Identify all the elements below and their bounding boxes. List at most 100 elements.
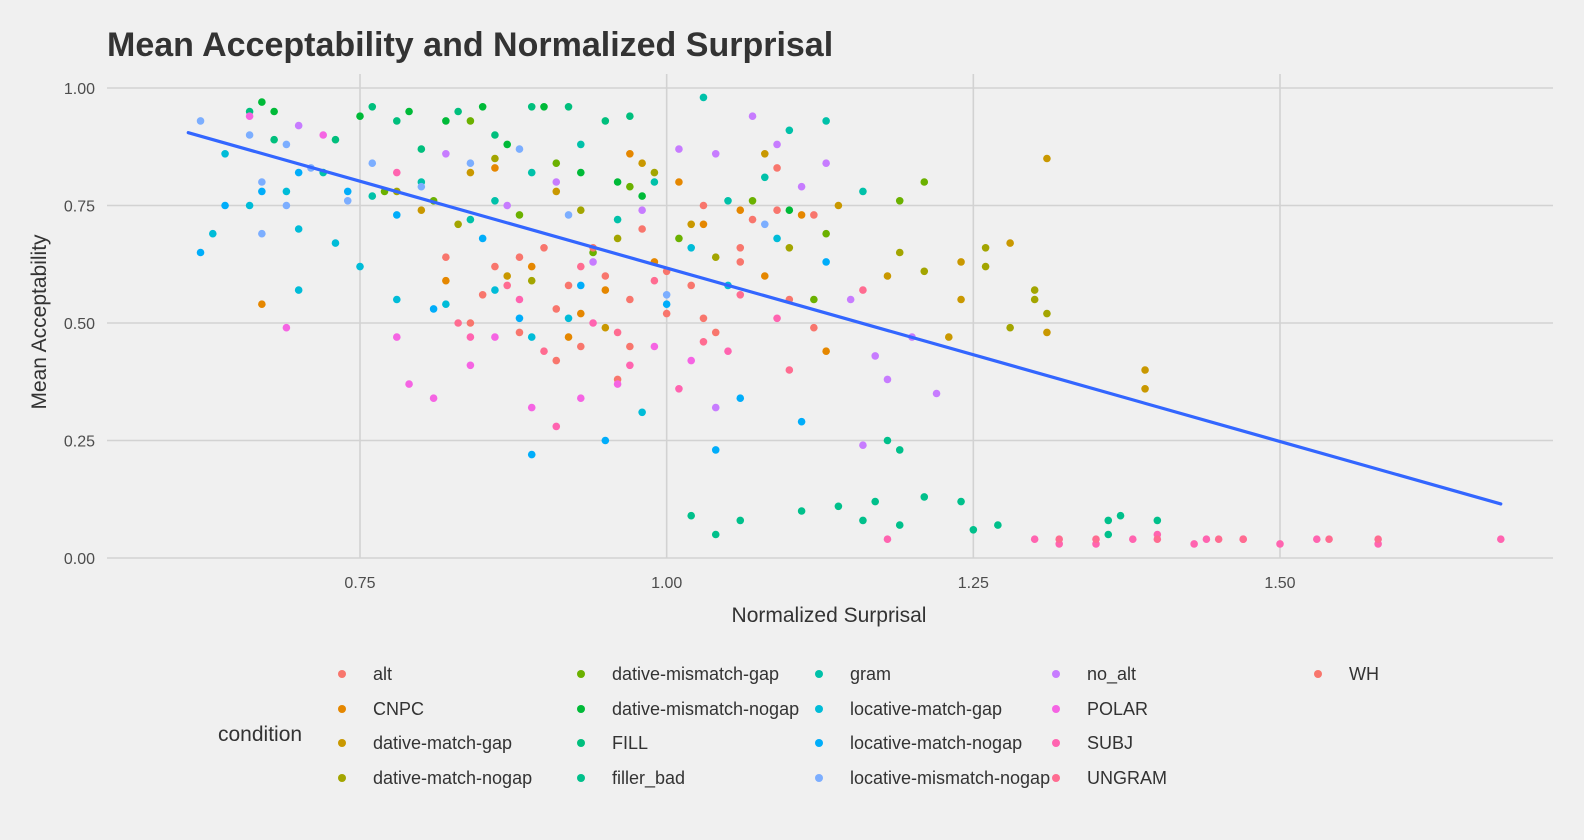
legend-swatch xyxy=(338,705,346,713)
data-point xyxy=(748,197,757,205)
data-point xyxy=(491,333,499,341)
data-point xyxy=(626,150,634,158)
data-point xyxy=(1129,535,1137,543)
data-point xyxy=(1116,511,1125,520)
data-point xyxy=(711,253,720,261)
y-tick-label: 0.00 xyxy=(64,551,95,568)
data-point xyxy=(491,286,499,294)
data-point xyxy=(245,131,254,139)
data-point xyxy=(1276,540,1284,548)
data-point xyxy=(564,211,573,219)
data-point xyxy=(773,314,781,323)
data-point xyxy=(417,206,426,214)
data-point xyxy=(564,333,573,341)
data-point xyxy=(724,197,732,205)
data-point xyxy=(577,394,585,403)
data-point xyxy=(221,201,229,210)
legend-label: locative-match-gap xyxy=(850,699,1002,719)
legend-label: WH xyxy=(1349,664,1379,684)
legend-label: POLAR xyxy=(1087,699,1148,719)
data-point xyxy=(478,291,487,299)
data-point xyxy=(282,140,291,149)
legend-label: locative-match-nogap xyxy=(850,733,1022,753)
legend-swatch xyxy=(577,670,585,678)
data-point xyxy=(417,182,426,191)
legend-swatch xyxy=(1052,705,1060,713)
data-point xyxy=(699,93,708,102)
data-point xyxy=(883,436,892,445)
data-point xyxy=(736,206,745,214)
data-point xyxy=(773,234,781,243)
data-point xyxy=(810,323,818,332)
data-point xyxy=(540,347,548,356)
legend-label: dative-mismatch-nogap xyxy=(612,699,799,719)
data-point xyxy=(417,145,426,153)
data-point xyxy=(515,295,524,304)
data-point xyxy=(736,244,745,252)
data-point xyxy=(711,446,720,454)
data-point xyxy=(466,361,475,370)
data-point xyxy=(1104,516,1113,525)
data-point xyxy=(1030,286,1039,294)
data-point xyxy=(552,159,561,167)
data-point xyxy=(294,286,303,294)
legend-label: locative-mismatch-nogap xyxy=(850,768,1050,788)
data-point xyxy=(969,526,978,534)
trend-line-group xyxy=(186,131,1503,506)
data-point xyxy=(503,140,512,149)
data-point xyxy=(859,286,867,294)
data-point xyxy=(601,286,610,294)
data-point xyxy=(552,422,561,431)
data-point xyxy=(577,140,585,149)
data-point xyxy=(245,201,254,210)
data-point xyxy=(761,173,769,182)
data-point xyxy=(626,182,634,191)
data-point xyxy=(601,436,610,445)
data-point xyxy=(1006,323,1014,332)
data-point xyxy=(699,338,708,346)
legend-item: locative-match-nogap xyxy=(815,733,1022,753)
data-point xyxy=(270,107,278,116)
data-point xyxy=(736,291,745,299)
data-point xyxy=(810,211,818,219)
data-point xyxy=(785,126,794,135)
data-point xyxy=(442,150,450,158)
data-point xyxy=(527,403,536,412)
data-point xyxy=(822,347,830,356)
data-point xyxy=(356,112,364,120)
data-point xyxy=(711,403,720,412)
data-point xyxy=(1153,516,1162,525)
legend-label: FILL xyxy=(612,733,648,753)
data-point xyxy=(1092,535,1100,543)
data-point xyxy=(429,305,438,313)
data-point xyxy=(442,300,450,309)
legend-swatch xyxy=(815,670,823,678)
data-point xyxy=(466,117,475,125)
data-point xyxy=(957,258,965,266)
data-point xyxy=(822,258,830,266)
data-point xyxy=(1313,535,1321,543)
data-point xyxy=(282,201,291,210)
data-point xyxy=(834,201,843,210)
legend-swatch xyxy=(338,739,346,747)
data-point xyxy=(270,135,278,144)
data-point xyxy=(1104,530,1113,539)
data-point xyxy=(454,319,462,327)
legend-item: CNPC xyxy=(338,699,424,719)
data-point xyxy=(895,248,904,257)
data-point xyxy=(564,281,573,290)
legend-label: CNPC xyxy=(373,699,424,719)
data-point xyxy=(1030,295,1039,304)
data-point xyxy=(699,201,708,210)
data-point xyxy=(638,192,646,200)
data-point xyxy=(932,389,941,398)
data-point xyxy=(736,258,745,266)
data-point xyxy=(294,121,303,130)
data-point xyxy=(1374,535,1382,543)
data-point xyxy=(245,112,254,120)
x-tick-label: 1.00 xyxy=(651,575,682,592)
legend-item: POLAR xyxy=(1052,699,1148,719)
legend-swatch xyxy=(577,739,585,747)
legend-label: no_alt xyxy=(1087,664,1136,685)
data-point xyxy=(503,201,512,210)
